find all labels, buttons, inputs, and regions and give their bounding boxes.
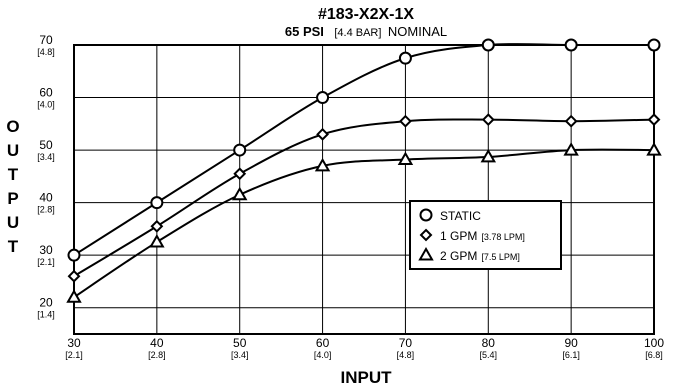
data-point-triangle bbox=[314, 157, 331, 172]
y-axis-label-letter: O bbox=[6, 117, 19, 136]
subtitle-pressure: 65 PSI bbox=[285, 24, 324, 39]
chart-subtitle: 65 PSI [4.4 BAR] NOMINAL bbox=[285, 23, 447, 40]
x-tick-label: 40 bbox=[150, 336, 164, 350]
y-tick-label: 30 bbox=[39, 243, 53, 257]
legend: STATIC 1 GPM [3.78 LPM] 2 GPM [7.5 LPM] bbox=[409, 200, 562, 270]
data-point-circle bbox=[647, 38, 661, 52]
y-tick-sublabel: [4.8] bbox=[37, 47, 55, 57]
x-tick-label: 30 bbox=[67, 336, 81, 350]
x-axis-ticks: 30[2.1] 40[2.8] 50[3.4] 60[4.0] 70[4.8] 80[5.… bbox=[65, 336, 664, 360]
legend-series-unit: [7.5 LPM] bbox=[481, 252, 520, 262]
data-point-circle bbox=[67, 248, 81, 262]
y-axis-label-letter: P bbox=[7, 189, 18, 208]
y-tick-label: 50 bbox=[39, 138, 53, 152]
legend-label: 1 GPM [3.78 LPM] bbox=[440, 229, 525, 243]
data-point-diamond bbox=[481, 113, 495, 127]
legend-item: 1 GPM [3.78 LPM] bbox=[419, 228, 525, 243]
data-point-diamond bbox=[564, 114, 578, 128]
data-point-triangle bbox=[646, 142, 662, 156]
data-point-circle bbox=[398, 51, 412, 65]
y-tick-label: 40 bbox=[39, 191, 53, 205]
data-point-triangle bbox=[397, 151, 414, 166]
legend-marker-circle bbox=[419, 208, 433, 222]
legend-series-name: 1 GPM bbox=[440, 229, 477, 243]
legend-item: STATIC bbox=[419, 208, 481, 223]
legend-series-name: STATIC bbox=[440, 209, 481, 223]
y-tick-label: 70 bbox=[39, 33, 53, 47]
data-point-triangle bbox=[563, 142, 579, 156]
data-point-circle bbox=[316, 91, 330, 105]
y-axis-label-letter: U bbox=[7, 213, 19, 232]
series-diamond bbox=[67, 113, 661, 283]
x-tick-sublabel: [5.4] bbox=[480, 350, 498, 360]
x-tick-sublabel: [6.8] bbox=[645, 350, 663, 360]
series-line bbox=[73, 148, 655, 299]
data-point-diamond bbox=[67, 269, 81, 283]
data-point-triangle bbox=[149, 234, 165, 248]
y-tick-sublabel: [4.0] bbox=[37, 100, 55, 110]
subtitle-bar: [4.4 BAR] bbox=[334, 27, 381, 39]
x-tick-sublabel: [4.8] bbox=[397, 350, 415, 360]
series-triangle bbox=[66, 142, 662, 303]
y-tick-label: 20 bbox=[39, 296, 53, 310]
x-tick-sublabel: [4.0] bbox=[314, 350, 332, 360]
y-axis-label-letter: U bbox=[7, 141, 19, 160]
x-tick-label: 50 bbox=[233, 336, 247, 350]
data-point-triangle bbox=[480, 148, 497, 163]
x-tick-label: 100 bbox=[644, 336, 664, 350]
data-point-triangle bbox=[231, 186, 248, 201]
series-line bbox=[73, 118, 655, 278]
series-layer bbox=[66, 38, 662, 303]
legend-label: 2 GPM [7.5 LPM] bbox=[440, 249, 520, 263]
y-tick-label: 60 bbox=[39, 86, 53, 100]
legend-label: STATIC bbox=[440, 209, 481, 223]
x-tick-label: 90 bbox=[564, 336, 578, 350]
y-tick-sublabel: [3.4] bbox=[37, 152, 55, 162]
data-point-diamond bbox=[150, 219, 164, 233]
y-axis-label-letter: T bbox=[8, 237, 19, 256]
data-point-circle bbox=[564, 38, 578, 52]
x-tick-sublabel: [6.1] bbox=[562, 350, 580, 360]
x-axis-label: INPUT bbox=[341, 368, 393, 387]
plot-frame bbox=[73, 44, 655, 335]
data-point-diamond bbox=[647, 113, 661, 127]
legend-marker-diamond bbox=[419, 228, 433, 242]
grid bbox=[74, 45, 654, 334]
legend-item: 2 GPM [7.5 LPM] bbox=[418, 246, 520, 263]
legend-marker-triangle bbox=[418, 246, 434, 261]
x-tick-sublabel: [2.8] bbox=[148, 350, 166, 360]
data-point-circle bbox=[233, 143, 247, 157]
x-tick-label: 80 bbox=[482, 336, 496, 350]
legend-box bbox=[409, 200, 562, 270]
data-point-diamond bbox=[233, 167, 247, 181]
x-tick-label: 60 bbox=[316, 336, 330, 350]
y-tick-sublabel: [1.4] bbox=[37, 310, 55, 320]
data-point-triangle bbox=[66, 289, 82, 303]
data-point-diamond bbox=[316, 127, 329, 141]
series-circle bbox=[67, 38, 661, 262]
data-point-circle bbox=[481, 38, 495, 52]
x-tick-label: 70 bbox=[399, 336, 413, 350]
y-axis-label-letter: T bbox=[8, 165, 19, 184]
data-point-diamond bbox=[399, 114, 412, 128]
y-tick-sublabel: [2.1] bbox=[37, 257, 55, 267]
data-point-circle bbox=[150, 196, 164, 210]
chart-title: #183-X2X-1X bbox=[318, 6, 414, 23]
y-axis-ticks: 20[1.4] 30[2.1] 40[2.8] 50[3.4] 60[4.0] 70[4.… bbox=[37, 33, 55, 320]
x-tick-sublabel: [2.1] bbox=[65, 350, 83, 360]
y-tick-sublabel: [2.8] bbox=[37, 205, 55, 215]
subtitle-nominal: NOMINAL bbox=[388, 24, 447, 39]
legend-series-name: 2 GPM bbox=[440, 249, 477, 263]
legend-series-unit: [3.78 LPM] bbox=[481, 232, 525, 242]
x-tick-sublabel: [3.4] bbox=[231, 350, 249, 360]
series-line bbox=[73, 43, 654, 257]
